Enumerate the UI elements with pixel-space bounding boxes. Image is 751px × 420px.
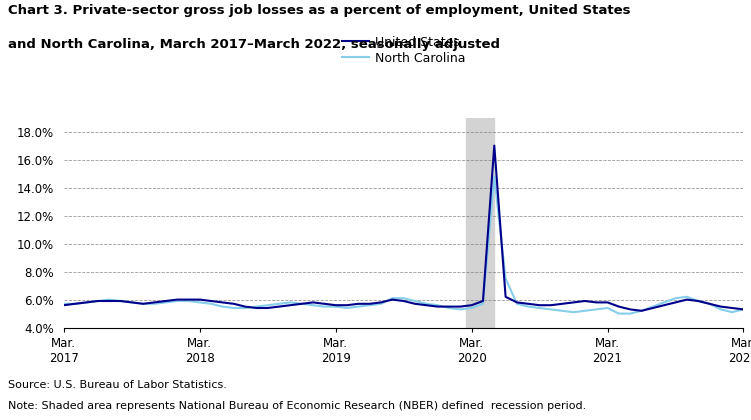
- Text: Chart 3. Private-sector gross job losses as a percent of employment, United Stat: Chart 3. Private-sector gross job losses…: [8, 4, 630, 17]
- Legend: United States, North Carolina: United States, North Carolina: [342, 36, 466, 65]
- Text: and North Carolina, March 2017–March 2022, seasonally adjusted: and North Carolina, March 2017–March 202…: [8, 38, 499, 51]
- Text: Note: Shaded area represents National Bureau of Economic Research (NBER) defined: Note: Shaded area represents National Bu…: [8, 401, 586, 411]
- Text: Source: U.S. Bureau of Labor Statistics.: Source: U.S. Bureau of Labor Statistics.: [8, 380, 226, 390]
- Bar: [466, 118, 494, 328]
